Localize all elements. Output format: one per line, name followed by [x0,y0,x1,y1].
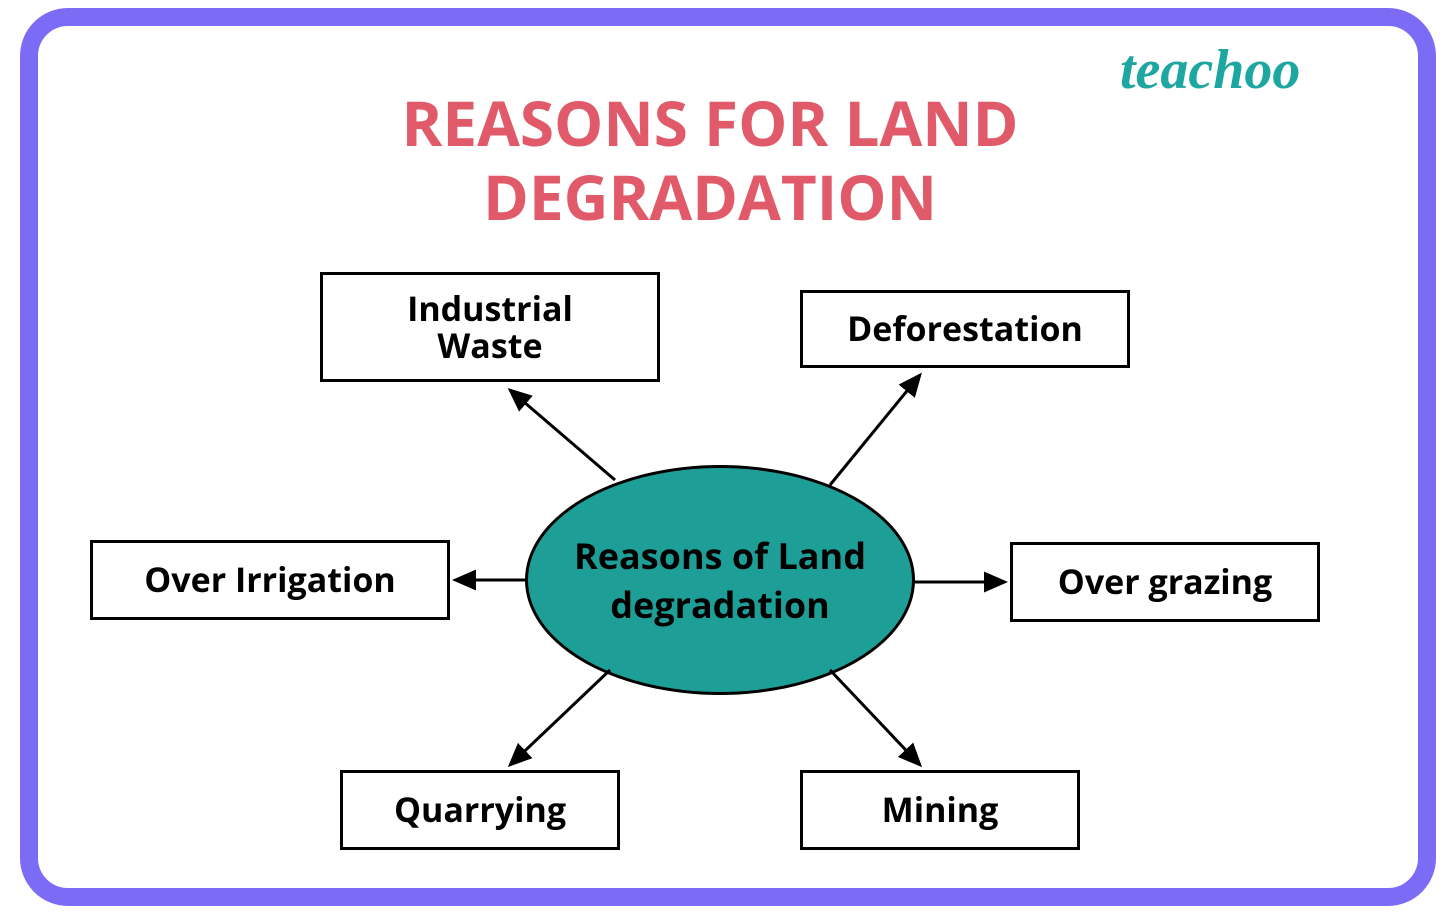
center-node: Reasons of Landdegradation [525,465,915,695]
node-over_grazing: Over grazing [1010,542,1320,622]
node-deforestation: Deforestation [800,290,1130,368]
node-quarrying: Quarrying [340,770,620,850]
diagram-title: REASONS FOR LANDDEGRADATION [280,86,1140,235]
brand-logo: teachoo [1120,38,1300,102]
node-mining: Mining [800,770,1080,850]
node-industrial: IndustrialWaste [320,272,660,382]
node-over_irrigation: Over Irrigation [90,540,450,620]
